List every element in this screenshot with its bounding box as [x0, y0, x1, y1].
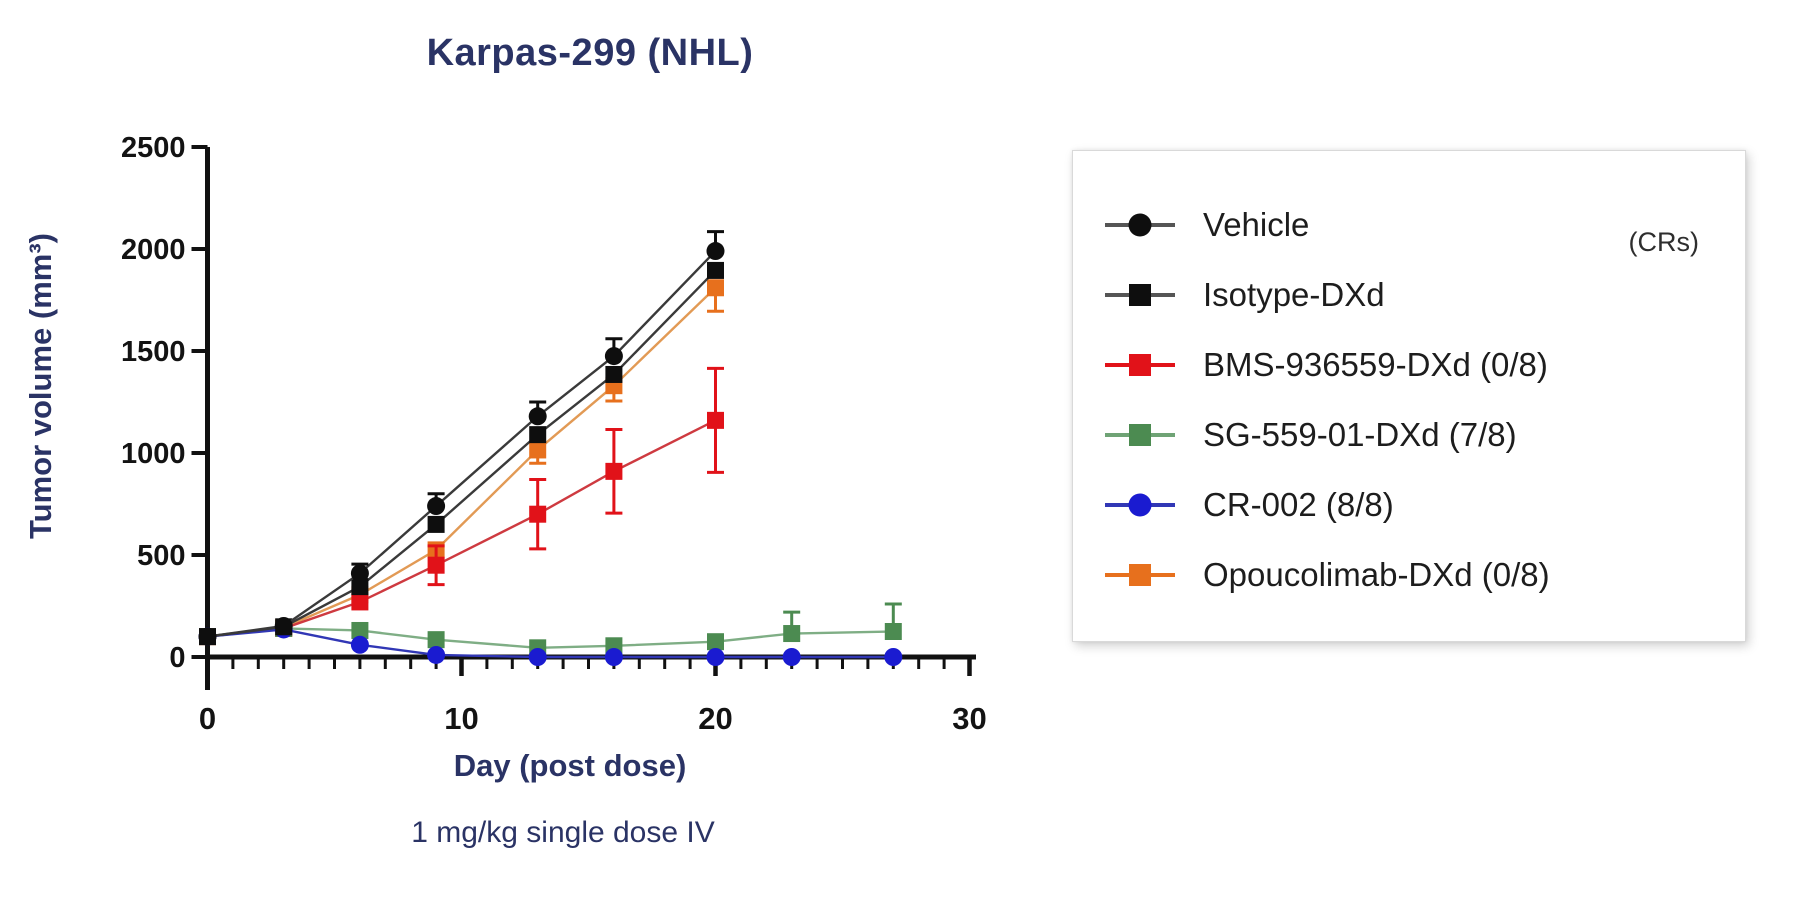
data-point	[604, 648, 623, 666]
tick-labels: 0 500 1000 1500 2000 2500 0 10 20 30	[121, 132, 987, 736]
x-tick-label: 20	[698, 701, 732, 736]
data-point	[884, 623, 902, 640]
series-vehicle	[198, 230, 725, 646]
legend-label: Opoucolimab-DXd (0/8)	[1203, 556, 1550, 593]
y-tick-label: 2500	[121, 132, 186, 164]
data-point	[351, 578, 369, 596]
data-point	[350, 564, 369, 583]
dose-caption: 1 mg/kg single dose IV	[411, 816, 715, 849]
data-point	[350, 635, 369, 654]
data-point	[706, 242, 725, 261]
data-point	[528, 407, 547, 426]
data-point	[707, 633, 724, 651]
x-axis-label: Day (post dose)	[453, 748, 687, 783]
data-point	[274, 616, 293, 635]
data-point	[427, 645, 446, 664]
data-point	[605, 462, 623, 480]
cr-002-marker-icon	[1103, 487, 1177, 523]
data-point	[427, 515, 445, 533]
data-point	[706, 648, 725, 666]
x-tick-label: 0	[199, 701, 216, 736]
series-bms-936559-dxd	[199, 366, 724, 646]
vehicle-marker-icon	[1103, 207, 1177, 243]
data-point	[783, 625, 801, 643]
data-point	[427, 556, 445, 574]
series-opoucolimab-dxd	[199, 279, 724, 646]
x-tick-label: 10	[444, 701, 478, 736]
data-point	[782, 648, 801, 666]
legend-item-vehicle: Vehicle	[1103, 206, 1709, 243]
legend-item-opoucolimab-dxd: Opoucolimab-DXd (0/8)	[1103, 556, 1709, 593]
data-point	[707, 279, 724, 297]
legend-label: Vehicle	[1203, 206, 1310, 243]
data-point	[198, 627, 217, 646]
legend-label: SG-559-01-DXd (7/8)	[1203, 416, 1517, 453]
y-tick-label: 1000	[121, 438, 186, 470]
data-point	[427, 631, 445, 649]
legend-crs-note: (CRs)	[1628, 227, 1699, 257]
legend-item-isotype-dxd: Isotype-DXd	[1103, 276, 1709, 313]
legend-card: (CRs) Vehicle Isotype-DXd BMS-936559-DXd…	[1072, 150, 1746, 642]
data-point	[351, 593, 369, 611]
isotype-marker-icon	[1103, 277, 1177, 313]
data-point	[529, 505, 547, 523]
opoucolimab-marker-icon	[1103, 557, 1177, 593]
y-tick-label: 2000	[121, 234, 186, 266]
series-isotype-dxd	[199, 261, 724, 646]
legend-item-bms-936559-dxd: BMS-936559-DXd (0/8)	[1103, 346, 1709, 383]
y-tick-label: 500	[137, 540, 185, 572]
data-point	[884, 648, 903, 666]
bms-marker-icon	[1103, 347, 1177, 383]
data-point	[604, 347, 623, 366]
data-point	[707, 261, 724, 279]
data-point	[605, 365, 623, 383]
chart-title: Karpas-299 (NHL)	[426, 32, 754, 74]
sg-marker-icon	[1103, 417, 1177, 453]
legend-label: CR-002 (8/8)	[1203, 486, 1394, 523]
data-point	[529, 426, 547, 444]
x-tick-label: 30	[952, 701, 986, 736]
legend-item-cr-002: CR-002 (8/8)	[1103, 486, 1709, 523]
series-cr-002	[198, 620, 903, 666]
y-tick-label: 1500	[121, 336, 186, 368]
data-point	[707, 411, 724, 429]
legend-label: Isotype-DXd	[1203, 276, 1385, 313]
data-point	[351, 621, 369, 639]
data-point	[529, 441, 547, 459]
data-point	[528, 648, 547, 666]
legend-item-sg-559-01-dxd: SG-559-01-DXd (7/8)	[1103, 416, 1709, 453]
y-tick-label: 0	[169, 642, 185, 674]
data-point	[427, 497, 446, 516]
legend-label: BMS-936559-DXd (0/8)	[1203, 346, 1548, 383]
